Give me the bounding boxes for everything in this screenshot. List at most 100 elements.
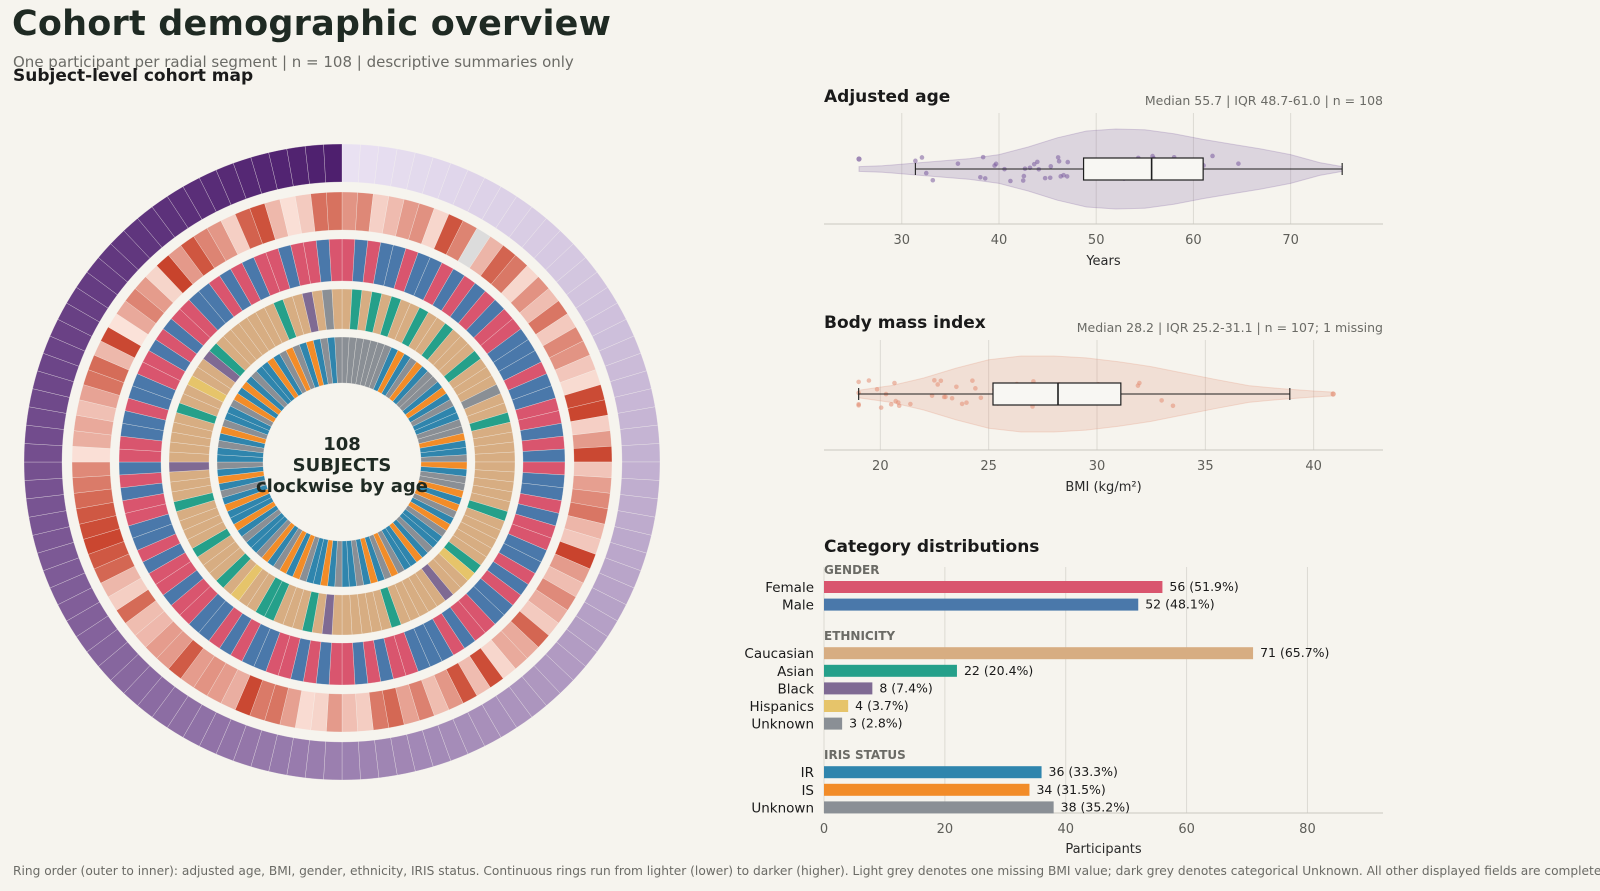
data-point [856,379,861,385]
x-tick-label: 25 [980,459,997,474]
bar-value-label: 22 (20.4%) [964,663,1033,678]
x-axis-label: Years [1085,254,1121,269]
bar-value-label: 36 (33.3%) [1049,764,1118,779]
data-point [964,400,969,405]
x-axis-label: BMI (kg/m²) [1065,480,1141,495]
bar-value-label: 4 (3.7%) [855,698,908,713]
outlier-point [856,156,862,162]
bar [824,682,873,695]
box-iqr [1082,157,1204,181]
radial-segment-eth [331,288,343,330]
group-header: GENDER [824,563,880,577]
outlier-point [1330,391,1336,397]
data-point [893,398,899,404]
category-label: Male [782,598,814,614]
x-tick-label: 80 [1299,822,1316,837]
x-tick-label: 40 [1057,822,1074,837]
bar-value-label: 71 (65.7%) [1260,645,1329,660]
data-point [949,395,955,401]
bar [824,664,957,677]
data-point [954,384,959,390]
x-tick-label: 30 [1089,459,1106,474]
data-point [1065,159,1071,165]
bar [824,717,843,730]
age-panel-stats: Median 55.7 | IQR 48.7-61.0 | n = 108 [1144,93,1383,108]
page-title: Cohort demographic overview [12,4,612,44]
bar-value-label: 52 (48.1%) [1145,597,1214,612]
x-tick-label: 20 [937,822,954,837]
data-point [888,402,894,407]
x-tick-label: 30 [894,233,911,248]
data-point [932,378,937,383]
data-point [959,401,965,407]
radial-segment-bmi [326,191,343,231]
center-order: clockwise by age [256,476,428,497]
x-tick-label: 40 [991,233,1008,248]
category-label: IS [801,783,814,799]
data-point [908,401,913,407]
group-header: ETHNICITY [824,629,895,643]
data-point [1236,161,1241,166]
data-point [896,403,902,409]
radial-segment-age [323,143,343,183]
bar-value-label: 56 (51.9%) [1169,579,1238,594]
data-point [980,154,986,160]
center-label: SUBJECTS [293,455,392,476]
bar-value-label: 3 (2.8%) [849,716,902,731]
age-panel-title: Adjusted age [824,87,951,107]
data-point [1055,155,1061,160]
bar [824,783,1030,796]
data-point [935,382,941,387]
category-label: Black [777,681,814,697]
data-point [878,405,884,410]
data-point [1210,153,1215,159]
data-point [955,161,961,166]
bar-value-label: 38 (35.2%) [1061,799,1130,814]
data-point [1056,158,1062,164]
x-tick-label: 60 [1185,233,1202,248]
bar [824,647,1254,660]
bar [824,598,1139,611]
category-label: Unknown [751,717,814,733]
bar [824,766,1042,779]
x-tick-label: 20 [872,459,889,474]
radial-cohort-map: 108 SUBJECTS clockwise by age [23,143,661,781]
data-point [919,155,925,160]
data-point [913,158,918,164]
group-header: IRIS STATUS [824,748,906,762]
data-point [978,174,983,180]
data-point [930,177,936,183]
data-point [1159,398,1164,403]
data-point [1008,178,1013,184]
data-point [1061,172,1066,178]
radial-segment-iris [334,336,343,384]
page-subtitle: One participant per radial segment | n =… [13,53,574,71]
x-tick-label: 50 [1088,233,1105,248]
center-count: 108 [323,434,361,455]
data-point [1135,383,1141,388]
data-point [1020,178,1026,183]
data-point [866,378,872,383]
data-point [1047,175,1053,181]
bar-value-label: 8 (7.4%) [879,680,932,695]
data-point [1021,173,1027,179]
data-point [923,170,929,176]
x-tick-label: 40 [1305,459,1322,474]
x-tick-label: 60 [1178,822,1195,837]
footnote: Ring order (outer to inner): adjusted ag… [13,864,1600,878]
data-point [973,386,978,391]
bar-value-label: 34 (31.5%) [1036,782,1105,797]
cohort-map-title: Subject-level cohort map [13,66,254,86]
bar [824,581,1163,593]
x-tick-label: 35 [1197,459,1214,474]
data-point [978,395,984,401]
category-label: IR [801,765,814,781]
box-iqr [992,382,1122,406]
data-point [938,378,944,384]
data-point [856,401,861,407]
data-point [992,163,997,168]
category-panel-title: Category distributions [824,537,1040,557]
data-point [1064,174,1070,179]
